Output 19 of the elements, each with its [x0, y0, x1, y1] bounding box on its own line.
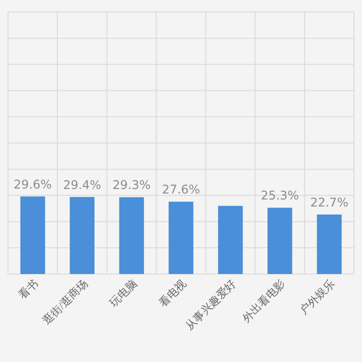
x-tick-label: 看书 — [16, 276, 41, 302]
x-tick-label: 看电视 — [156, 276, 190, 310]
bar — [168, 202, 194, 274]
bar — [218, 206, 243, 274]
bar — [20, 196, 46, 274]
data-label: 25.3% — [260, 188, 299, 203]
bar — [70, 196, 94, 274]
data-label: 29.3% — [112, 178, 151, 192]
data-label: 29.4% — [63, 178, 102, 192]
x-tick-label: 外出看电影 — [240, 276, 288, 326]
data-label: 29.6% — [14, 177, 52, 192]
x-tick-label: 户外娱乐 — [297, 276, 338, 318]
data-label: 27.6% — [162, 182, 200, 197]
bar — [316, 214, 342, 274]
x-tick-label: 逛街/逛商场 — [40, 276, 90, 328]
bar — [119, 197, 144, 274]
x-tick-label: 玩电脑 — [107, 276, 140, 310]
bar — [268, 208, 292, 274]
data-label: 22.7% — [310, 196, 348, 210]
